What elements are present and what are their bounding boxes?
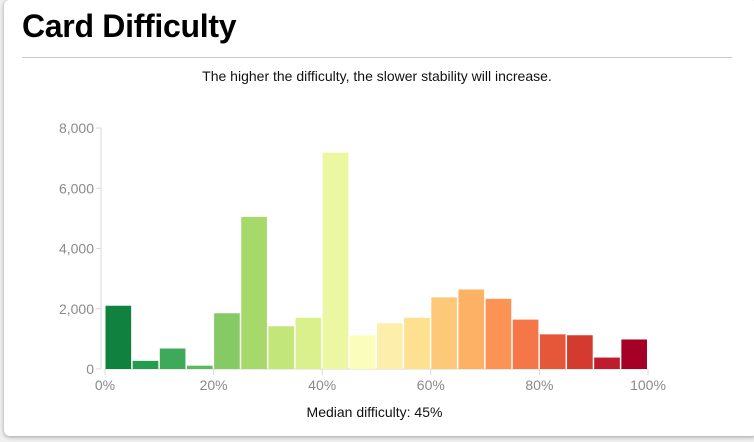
y-tick-label: 0 bbox=[86, 361, 94, 377]
y-tick-label: 2,000 bbox=[59, 301, 94, 317]
histogram-bars bbox=[105, 152, 647, 369]
histogram-bar[interactable] bbox=[458, 289, 485, 369]
y-tick-label: 8,000 bbox=[59, 120, 94, 136]
histogram-bar[interactable] bbox=[539, 334, 566, 369]
x-tick-label: 80% bbox=[525, 377, 553, 393]
x-axis: 0% 20% 40% 60% 80% 100% bbox=[95, 368, 666, 393]
histogram-bar[interactable] bbox=[268, 326, 295, 369]
histogram-bar[interactable] bbox=[241, 216, 267, 369]
x-tick-label: 100% bbox=[630, 377, 666, 393]
histogram-bar[interactable] bbox=[404, 317, 430, 369]
histogram-bar[interactable] bbox=[186, 365, 213, 369]
histogram-bar[interactable] bbox=[159, 348, 186, 369]
x-tick-label: 60% bbox=[417, 377, 445, 393]
histogram-bar[interactable] bbox=[594, 357, 620, 369]
y-tick-label: 6,000 bbox=[59, 180, 94, 196]
histogram-bar[interactable] bbox=[132, 360, 159, 369]
histogram-bar[interactable] bbox=[295, 317, 322, 369]
x-tick-label: 20% bbox=[200, 377, 228, 393]
title-divider bbox=[22, 57, 732, 58]
histogram-bar[interactable] bbox=[377, 323, 403, 369]
histogram-bar[interactable] bbox=[567, 335, 593, 369]
x-tick-label: 40% bbox=[308, 377, 336, 393]
histogram-bar[interactable] bbox=[105, 305, 132, 369]
chart-subtitle: The higher the difficulty, the slower st… bbox=[202, 68, 552, 84]
median-difficulty-caption: Median difficulty: 45% bbox=[307, 404, 443, 420]
panel-title: Card Difficulty bbox=[22, 8, 237, 44]
x-tick-label: 0% bbox=[95, 377, 115, 393]
histogram-bar[interactable] bbox=[485, 298, 512, 369]
histogram-bar[interactable] bbox=[349, 335, 376, 369]
histogram-bar[interactable] bbox=[621, 339, 647, 369]
histogram-bar[interactable] bbox=[322, 152, 349, 369]
histogram-bar[interactable] bbox=[431, 297, 457, 369]
y-tick-label: 4,000 bbox=[59, 241, 94, 257]
histogram-bar[interactable] bbox=[214, 313, 240, 369]
y-axis: 0 2,000 4,000 6,000 8,000 bbox=[59, 120, 102, 377]
histogram-bar[interactable] bbox=[512, 319, 539, 369]
